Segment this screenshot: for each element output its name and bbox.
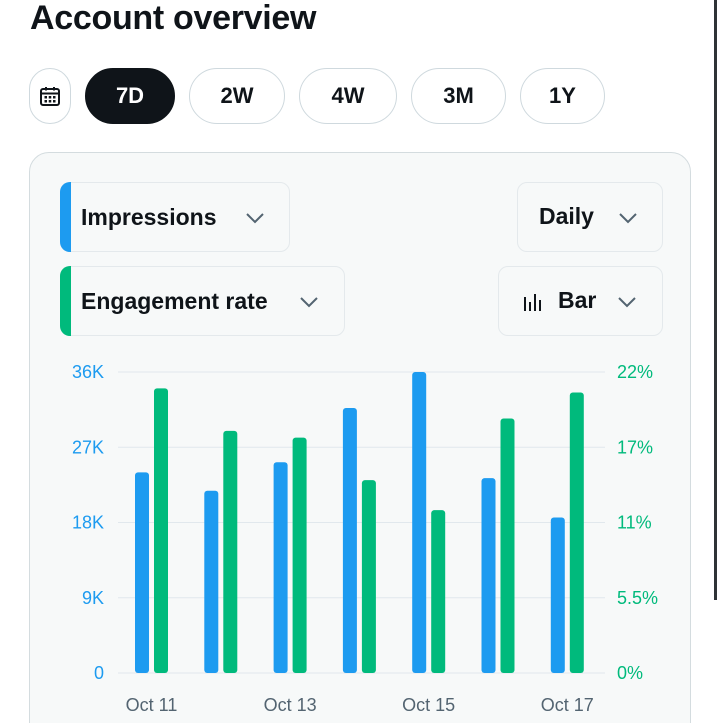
left-axis-labels: 0 9K 18K 27K 36K bbox=[72, 362, 104, 683]
right-tick-label: 22% bbox=[617, 362, 653, 382]
x-tick-label: Oct 13 bbox=[264, 695, 317, 715]
engagement-rate-bar bbox=[361, 480, 376, 673]
engagement-rate-bar bbox=[500, 418, 515, 673]
impressions-bar bbox=[135, 472, 149, 673]
impressions-bar bbox=[204, 490, 219, 673]
chart-type-label: Bar bbox=[558, 287, 597, 313]
granularity-dropdown[interactable]: Daily bbox=[517, 182, 663, 252]
engagement-rate-bar bbox=[154, 388, 168, 673]
impressions-bar bbox=[481, 478, 496, 673]
right-axis-labels: 0% 5.5% 11% 17% 22% bbox=[617, 362, 658, 683]
impressions-bar bbox=[273, 462, 288, 673]
right-tick-label: 11% bbox=[617, 513, 652, 533]
chart-grid bbox=[118, 371, 605, 674]
x-tick-label: Oct 17 bbox=[541, 695, 594, 715]
bar-chart-icon bbox=[524, 294, 541, 311]
chart-card: Impressions Engagement rate Daily Bar bbox=[29, 152, 691, 723]
range-4w-button[interactable]: 4W bbox=[299, 68, 397, 124]
left-tick-label: 0 bbox=[94, 663, 104, 683]
range-2w-button[interactable]: 2W bbox=[189, 68, 285, 124]
left-tick-label: 18K bbox=[72, 513, 104, 533]
range-7d-button[interactable]: 7D bbox=[85, 68, 175, 124]
chevron-down-icon bbox=[618, 297, 636, 308]
metric2-label: Engagement rate bbox=[81, 287, 268, 314]
calendar-icon bbox=[40, 87, 60, 106]
right-tick-label: 17% bbox=[617, 437, 653, 457]
impressions-bar bbox=[412, 372, 427, 673]
right-tick-label: 5.5% bbox=[617, 588, 658, 608]
left-tick-label: 9K bbox=[82, 588, 104, 608]
page-title: Account overview bbox=[30, 0, 317, 37]
range-1y-button[interactable]: 1Y bbox=[520, 68, 605, 124]
metric2-dropdown[interactable]: Engagement rate bbox=[60, 266, 345, 336]
chart-bars bbox=[135, 372, 584, 673]
chevron-down-icon bbox=[619, 213, 637, 224]
engagement-rate-bar bbox=[569, 392, 584, 673]
range-3m-button[interactable]: 3M bbox=[411, 68, 506, 124]
engagement-rate-bar bbox=[292, 437, 307, 673]
engagement-rate-bar bbox=[431, 510, 446, 673]
impressions-bar bbox=[342, 407, 357, 673]
left-tick-label: 27K bbox=[72, 437, 104, 457]
scrollbar[interactable] bbox=[714, 0, 717, 600]
granularity-label: Daily bbox=[539, 203, 594, 229]
chevron-down-icon bbox=[246, 213, 264, 224]
left-tick-label: 36K bbox=[72, 362, 104, 382]
metric1-color-marker bbox=[60, 182, 71, 252]
x-axis-labels: Oct 11 Oct 13 Oct 15 Oct 17 bbox=[126, 695, 594, 715]
metric1-dropdown[interactable]: Impressions bbox=[60, 182, 290, 252]
x-tick-label: Oct 15 bbox=[402, 695, 455, 715]
engagement-rate-bar bbox=[223, 430, 238, 673]
x-tick-label: Oct 11 bbox=[126, 695, 178, 715]
calendar-button[interactable] bbox=[29, 68, 71, 124]
chart-type-dropdown[interactable]: Bar bbox=[498, 266, 663, 336]
chevron-down-icon bbox=[300, 297, 318, 308]
metric1-label: Impressions bbox=[81, 203, 217, 230]
metric2-color-marker bbox=[60, 266, 71, 336]
impressions-bar bbox=[550, 517, 565, 673]
right-tick-label: 0% bbox=[617, 663, 643, 683]
